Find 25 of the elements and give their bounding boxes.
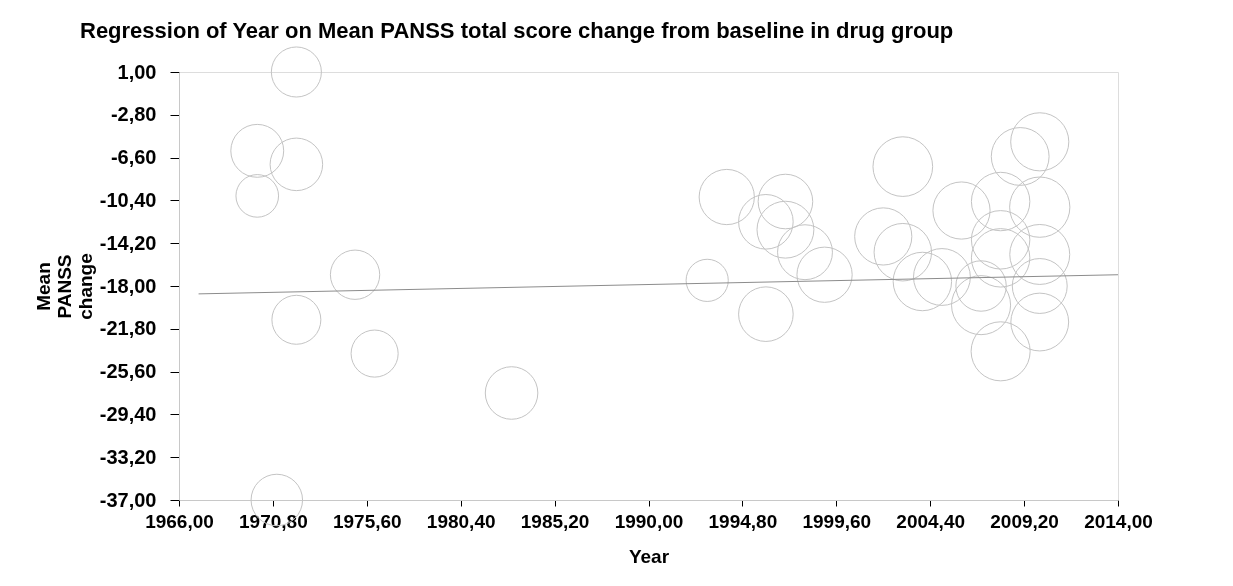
y-axis-title: Mean PANSS change <box>32 253 96 320</box>
x-tick-label: 1975,60 <box>332 510 402 532</box>
x-tick-label: 1990,00 <box>614 510 684 532</box>
y-tick-label: -33,20 <box>99 445 157 468</box>
y-tick-label: -6,60 <box>110 146 157 169</box>
x-tick-label: 1980,40 <box>426 510 496 532</box>
x-axis-title: Year <box>628 545 670 567</box>
y-tick-label: -29,40 <box>99 402 157 425</box>
y-tick-label: 1,00 <box>117 60 157 83</box>
y-tick-label: -37,00 <box>99 488 157 511</box>
y-tick-label: -25,60 <box>99 360 157 383</box>
y-tick-label: -10,40 <box>99 188 157 211</box>
chart-title: Regression of Year on Mean PANSS total score change from baseline in drug group <box>80 17 954 43</box>
x-tick-label: 1966,00 <box>145 510 214 532</box>
y-tick-label: -2,80 <box>110 103 157 126</box>
x-tick-label: 2014,00 <box>1084 510 1153 532</box>
y-tick-label: -21,80 <box>99 317 157 340</box>
y-tick-label: -14,20 <box>99 231 157 254</box>
x-tick-label: 1985,20 <box>520 510 590 532</box>
x-tick-label: 2009,20 <box>990 510 1059 532</box>
x-tick-label: 1994,80 <box>708 510 778 532</box>
x-tick-label: 1999,60 <box>802 510 872 532</box>
x-tick-label: 1970,80 <box>239 510 308 532</box>
y-tick-label: -18,00 <box>99 274 157 297</box>
x-tick-label: 2004,40 <box>896 510 966 532</box>
